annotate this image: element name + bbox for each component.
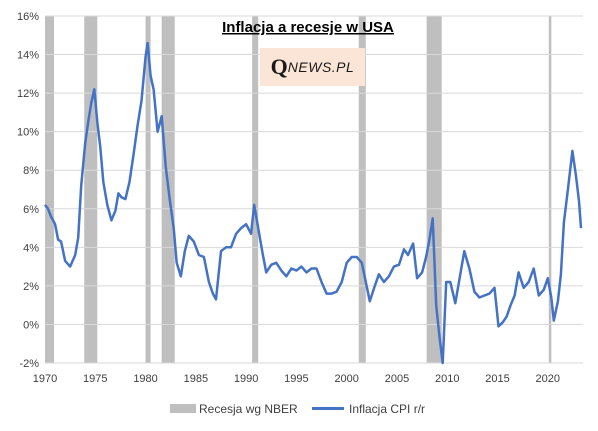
- x-tick-label-2: 1980: [133, 373, 157, 385]
- y-tick-label-3: 4%: [23, 242, 39, 254]
- x-tick-label-8: 2010: [435, 373, 459, 385]
- legend: Recesja wg NBER Inflacja CPI r/r: [170, 402, 425, 416]
- chart-title: Inflacja a recesje w USA: [222, 19, 394, 36]
- series-lines: [44, 41, 583, 365]
- y-tick-label-8: 14%: [17, 50, 39, 62]
- recession-band-7: [548, 16, 552, 363]
- series-line-cpi: [44, 41, 583, 365]
- legend-swatch-recession: [170, 404, 196, 413]
- x-tick-label-3: 1985: [184, 373, 208, 385]
- y-tick-label-1: 0%: [23, 319, 39, 331]
- x-tick-label-5: 1995: [284, 373, 308, 385]
- recession-band-6: [426, 16, 442, 363]
- x-tick-label-1: 1975: [83, 373, 107, 385]
- x-tick-label-0: 1970: [33, 373, 57, 385]
- recession-band-5: [358, 16, 366, 363]
- recession-bands: [45, 16, 552, 363]
- recession-band-4: [252, 16, 259, 363]
- x-tick-label-6: 2000: [334, 373, 358, 385]
- recession-band-0: [45, 16, 55, 363]
- recession-band-1: [84, 16, 98, 363]
- x-tick-label-10: 2020: [536, 373, 560, 385]
- legend-label-cpi: Inflacja CPI r/r: [349, 402, 425, 416]
- x-tick-label-9: 2015: [485, 373, 509, 385]
- recession-band-2: [145, 16, 151, 363]
- x-tick-label-4: 1990: [234, 373, 258, 385]
- x-axis-tick-labels: 1970 1975 1980 1985 1990 1995 2000 2005 2010 2015…: [33, 373, 560, 385]
- y-tick-label-7: 12%: [17, 88, 39, 100]
- logo-text: NEWS.PL: [287, 59, 355, 75]
- qnews-logo: Q NEWS.PL: [260, 48, 365, 86]
- y-tick-label-0: -2%: [19, 358, 39, 370]
- y-tick-label-9: 16%: [17, 11, 39, 23]
- y-tick-label-2: 2%: [23, 281, 39, 293]
- y-tick-label-6: 10%: [17, 127, 39, 139]
- logo-q-letter: Q: [270, 54, 288, 79]
- y-axis-tick-labels: -2% 0% 2% 4% 6% 8% 10% 12% 14% 16%: [17, 11, 39, 370]
- x-tick-label-7: 2005: [385, 373, 409, 385]
- y-tick-label-4: 6%: [23, 204, 39, 216]
- legend-label-recession: Recesja wg NBER: [199, 402, 298, 416]
- y-tick-label-5: 8%: [23, 165, 39, 177]
- gridlines: [45, 15, 583, 364]
